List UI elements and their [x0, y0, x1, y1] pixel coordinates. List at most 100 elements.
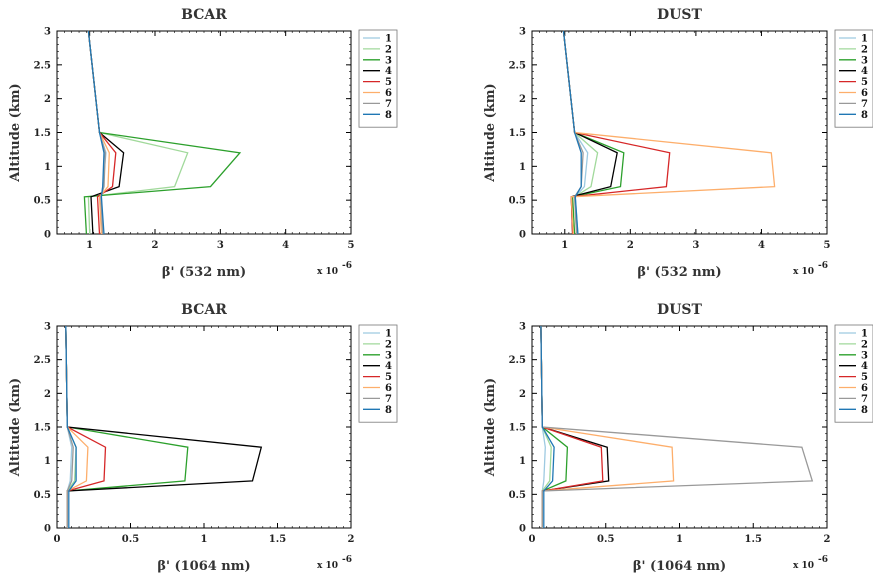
y-tick-label: 1: [519, 162, 526, 173]
legend-entry: 8: [385, 110, 392, 121]
x-tick-label: 1: [561, 240, 568, 251]
series-line-3: [83, 30, 242, 235]
x-tick-label: 1: [676, 534, 683, 545]
legend-entry: 6: [385, 383, 392, 394]
x-tick-label: 2: [152, 240, 159, 251]
legend-entry: 7: [861, 99, 868, 110]
series-line-8: [65, 325, 77, 528]
x-tick-label: 0.5: [122, 534, 139, 545]
legend-entry: 4: [861, 66, 868, 77]
axes-box: [531, 325, 828, 529]
y-tick-label: 1.5: [509, 128, 526, 139]
x-tick-label: 3: [217, 240, 224, 251]
legend-entry: 1: [385, 34, 392, 45]
y-axis-label: Altitude (km): [8, 378, 23, 477]
x-tick-label: 1: [201, 534, 208, 545]
legend-box: [358, 29, 398, 128]
series-line-4: [65, 325, 263, 528]
x-scale-exponent: -6: [818, 555, 828, 565]
y-tick-label: 1.5: [34, 423, 51, 434]
series-line-3: [65, 325, 189, 528]
x-tick-label: 0: [54, 534, 61, 545]
series-line-6: [562, 30, 776, 235]
x-scale-factor: x 10: [793, 267, 814, 277]
y-tick-label: 2: [44, 94, 51, 105]
y-tick-label: 2.5: [509, 60, 526, 71]
legend-entry: 4: [385, 361, 392, 372]
subplot-3: 0 0.5 1 1.5 2 0 0.5 1 1.5 2 2.5 3 BCAR β' (1064 nm) Al…: [8, 302, 398, 574]
x-scale-factor: x 10: [317, 561, 338, 571]
y-tick-label: 0.5: [34, 196, 51, 207]
x-axis-label: β' (532 nm): [162, 265, 246, 280]
x-tick-label: 1.5: [269, 534, 286, 545]
legend-entry: 8: [861, 405, 868, 416]
y-tick-label: 2.5: [34, 355, 51, 366]
x-scale-exponent: -6: [818, 261, 828, 271]
axes-box: [56, 325, 352, 529]
legend-entry: 3: [385, 350, 392, 361]
x-scale-exponent: -6: [342, 261, 352, 271]
y-tick-label: 2.5: [509, 355, 526, 366]
legend-entry: 2: [861, 339, 868, 350]
x-tick-label: 2: [348, 534, 355, 545]
y-tick-label: 1: [44, 456, 51, 467]
y-tick-label: 0.5: [34, 490, 51, 501]
y-tick-label: 3: [44, 322, 51, 333]
x-tick-label: 4: [282, 240, 289, 251]
legend-entry: 2: [385, 44, 392, 55]
plot-title: BCAR: [181, 302, 227, 318]
legend-entry: 3: [861, 350, 868, 361]
x-tick-label: 4: [758, 240, 765, 251]
y-axis-label: Altitude (km): [483, 83, 498, 182]
legend-entry: 6: [861, 88, 868, 99]
legend-entry: 4: [861, 361, 868, 372]
plot-title: DUST: [657, 7, 702, 23]
y-tick-label: 3: [44, 27, 51, 38]
legend-entry: 5: [861, 77, 868, 88]
x-tick-label: 2: [627, 240, 634, 251]
legend-entry: 8: [861, 110, 868, 121]
y-tick-label: 2: [44, 389, 51, 400]
series-line-4: [540, 325, 610, 528]
legend-entry: 7: [385, 99, 392, 110]
legend-box: [834, 29, 873, 128]
y-tick-label: 0: [519, 524, 526, 535]
x-tick-label: 3: [692, 240, 699, 251]
y-axis-label: Altitude (km): [8, 83, 23, 182]
y-tick-label: 0: [44, 230, 51, 241]
legend-entry: 7: [385, 394, 392, 405]
series-line-6: [540, 325, 675, 528]
legend-entry: 8: [385, 405, 392, 416]
series-line-8: [562, 30, 582, 235]
x-tick-label: 0: [529, 534, 536, 545]
x-scale-factor: x 10: [793, 561, 814, 571]
legend-entry: 3: [861, 55, 868, 66]
y-tick-label: 2: [519, 94, 526, 105]
y-tick-label: 2: [519, 389, 526, 400]
x-axis-label: β' (1064 nm): [157, 559, 250, 574]
x-tick-label: 2: [824, 534, 831, 545]
x-tick-label: 1.5: [745, 534, 762, 545]
y-tick-label: 3: [519, 27, 526, 38]
y-tick-label: 1.5: [509, 423, 526, 434]
y-tick-label: 0: [519, 230, 526, 241]
x-tick-label: 1: [86, 240, 93, 251]
y-tick-label: 0.5: [509, 196, 526, 207]
y-tick-label: 1: [44, 162, 51, 173]
y-axis-label: Altitude (km): [483, 378, 498, 477]
legend-entry: 1: [861, 329, 868, 340]
legend-entry: 5: [385, 77, 392, 88]
x-axis-label: β' (1064 nm): [633, 559, 726, 574]
legend-box: [358, 324, 398, 423]
series-line-3: [562, 30, 625, 235]
subplot-4: 0 0.5 1 1.5 2 0 0.5 1 1.5 2 2.5 3 DUST β' (1064 nm) Al…: [483, 302, 873, 574]
legend-entry: 2: [861, 44, 868, 55]
x-tick-label: 5: [348, 240, 355, 251]
x-scale-factor: x 10: [317, 267, 338, 277]
y-tick-label: 0.5: [509, 490, 526, 501]
